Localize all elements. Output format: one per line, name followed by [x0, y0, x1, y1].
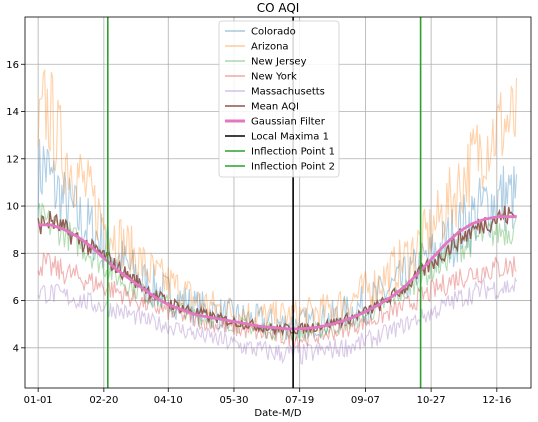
series-line-gaussian-filter: [38, 215, 517, 331]
legend-label: New Jersey: [251, 57, 307, 68]
y-tick-label: 8: [13, 249, 19, 260]
x-tick-label: 01-01: [24, 395, 53, 406]
x-tick-label: 04-10: [154, 395, 183, 406]
y-tick-label: 10: [6, 202, 19, 213]
x-tick-label: 05-30: [219, 395, 248, 406]
legend-label: Local Maxima 1: [251, 132, 329, 143]
y-tick-label: 6: [13, 296, 19, 307]
x-tick-label: 02-20: [89, 395, 118, 406]
y-tick-label: 12: [6, 154, 19, 165]
legend-label: Inflection Point 1: [251, 147, 335, 158]
x-tick-label: 10-27: [417, 395, 446, 406]
y-tick-label: 16: [6, 60, 19, 71]
x-tick-label: 12-16: [482, 395, 511, 406]
ticks: 01-01 02-20 04-10 05-30 07-19 09-07 10-27 12-16…: [6, 60, 511, 406]
legend: Colorado Arizona New Jersey New York Massach…: [218, 20, 340, 178]
series-line-colorado: [37, 138, 518, 340]
series-layer: [37, 68, 518, 365]
legend-label: Colorado: [251, 27, 296, 38]
legend-label: Gaussian Filter: [251, 117, 326, 128]
legend-label: Massachusetts: [251, 87, 325, 98]
x-tick-label: 09-07: [351, 395, 380, 406]
x-tick-label: 07-19: [285, 395, 314, 406]
legend-label: Mean AQI: [251, 102, 299, 113]
legend-label: Inflection Point 2: [251, 162, 335, 173]
series-line-new-york: [37, 252, 517, 348]
y-tick-label: 14: [6, 107, 19, 118]
y-tick-label: 4: [13, 343, 19, 354]
chart-title: CO AQI: [257, 1, 300, 15]
plot-frame: [24, 16, 532, 389]
legend-label: Arizona: [251, 42, 289, 53]
legend-label: New York: [251, 72, 297, 83]
legend-box: [218, 20, 340, 178]
series-line-mean-aqi: [37, 205, 518, 337]
x-axis-label: Date-M/D: [254, 408, 302, 419]
series-line-massachusetts: [37, 276, 518, 365]
